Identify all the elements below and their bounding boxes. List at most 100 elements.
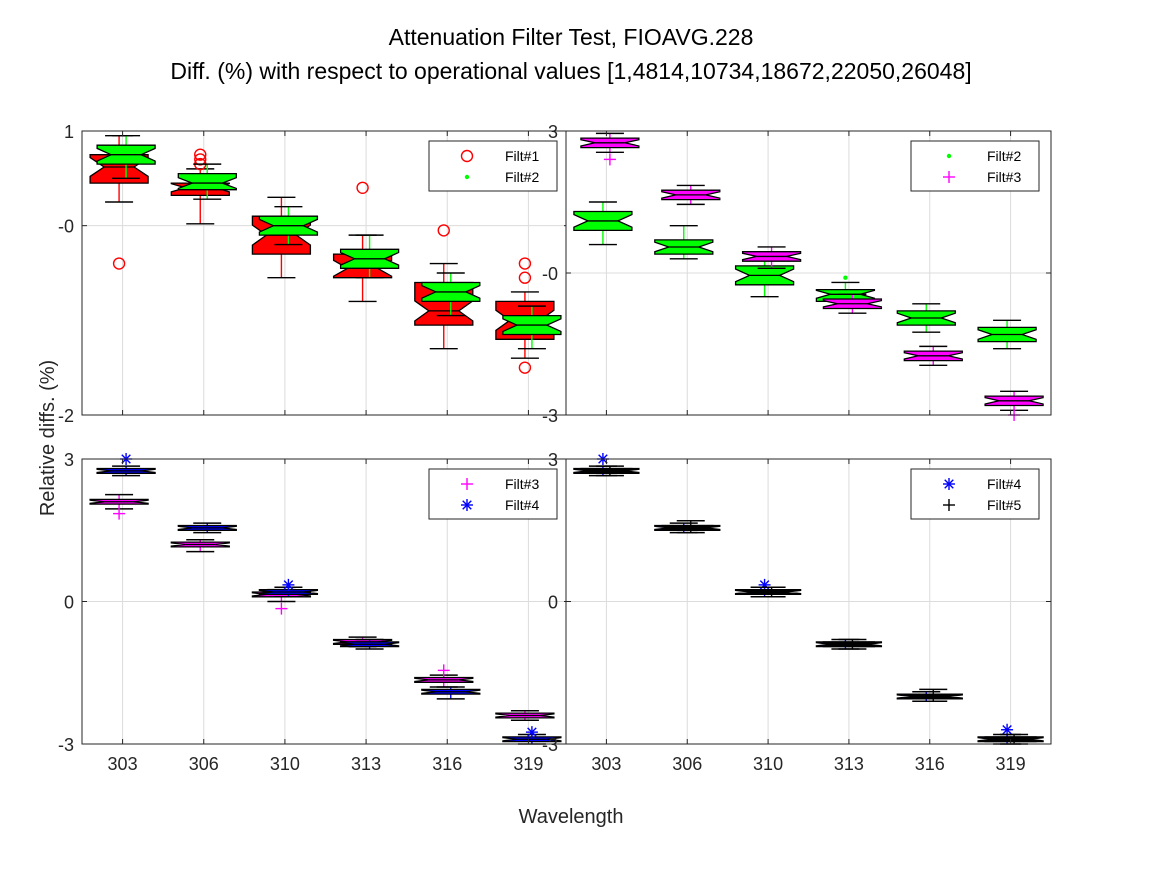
box-Filt#3-319 (495, 710, 555, 721)
legend-marker (461, 478, 473, 490)
box-Filt#2-303 (573, 201, 633, 246)
outlier-marker (112, 257, 126, 270)
x-tick-label: 306 (672, 754, 702, 774)
outlier-marker (525, 726, 538, 739)
y-axis-label: Relative diffs. (%) (37, 360, 59, 516)
x-tick-label: 310 (753, 754, 783, 774)
box-Filt#3-306 (170, 539, 230, 553)
outlier-marker (113, 507, 126, 520)
outlier-marker (194, 153, 207, 166)
legend-box (910, 468, 1040, 520)
series-Filt#5 (580, 465, 1044, 745)
outlier-marker (518, 257, 532, 270)
box-Filt#2-316 (421, 272, 481, 317)
x-tick-label: 319 (513, 754, 543, 774)
outlier-marker (356, 181, 369, 195)
box-Filt#3-306 (661, 184, 721, 206)
outlier-marker (194, 148, 207, 161)
legend-box (428, 140, 558, 192)
box-Filt#2-319 (502, 305, 562, 350)
legend-label: Filt#2 (987, 148, 1021, 164)
y-tick-label: 3 (548, 122, 558, 142)
box-Filt#4-306 (177, 522, 237, 534)
box-Filt#2-310 (258, 206, 319, 246)
legend: Filt#4 Filt#5 (910, 468, 1040, 520)
x-tick-label: 313 (834, 754, 864, 774)
box-Filt#2-313 (339, 234, 400, 279)
x-tick-label: 303 (591, 754, 621, 774)
box-Filt#2-303 (96, 135, 156, 180)
box-Filt#2-306 (654, 224, 714, 260)
y-tick-label: -3 (542, 735, 558, 755)
x-tick-label: 310 (270, 754, 300, 774)
box-Filt#2-306 (177, 163, 237, 200)
x-axis-label: Wavelength (519, 806, 624, 828)
x-tick-label: 316 (915, 754, 945, 774)
legend-marker (943, 499, 955, 511)
box-Filt#5-310 (741, 586, 802, 598)
box-body (177, 172, 237, 191)
series-Filt#3 (580, 132, 1044, 421)
legend-marker (461, 499, 473, 511)
y-tick-label: -0 (58, 217, 74, 237)
x-tick-label: 319 (996, 754, 1026, 774)
box-Filt#4-316 (421, 686, 481, 700)
chart-title-line2: Diff. (%) with respect to operational va… (170, 58, 971, 84)
legend-marker (943, 171, 955, 183)
outlier-marker (437, 224, 450, 237)
panel-top-right: 3 -0 -3 Filt#2 Filt#3 (542, 122, 1052, 426)
outlier-marker (437, 664, 450, 677)
box-Filt#5-306 (661, 520, 721, 534)
box-Filt#2-316 (896, 303, 956, 333)
legend-label: Filt#4 (987, 476, 1021, 492)
outlier-marker (282, 578, 295, 591)
legend-marker (946, 153, 952, 159)
box-Filt#5-316 (903, 688, 963, 702)
outlier-marker (275, 602, 288, 615)
legend: Filt#1 Filt#2 (428, 140, 558, 192)
outlier-marker (843, 275, 848, 280)
series-Filt#4 (96, 453, 562, 745)
x-tick-label: 313 (351, 754, 381, 774)
box-Filt#2-319 (977, 319, 1037, 350)
legend-label: Filt#5 (987, 497, 1021, 513)
y-tick-label: 0 (548, 593, 558, 613)
legend-label: Filt#2 (505, 169, 539, 185)
box-Filt#4-313 (339, 638, 400, 650)
box-Filt#3-319 (984, 390, 1044, 421)
box-Filt#4-303 (96, 453, 156, 477)
legend: Filt#3 Filt#4 (428, 468, 558, 520)
y-tick-label: -2 (58, 406, 74, 426)
y-tick-label: -3 (58, 735, 74, 755)
box-Filt#5-313 (822, 638, 883, 650)
legend-marker (943, 478, 955, 490)
legend-marker (464, 174, 470, 180)
y-tick-label: 0 (64, 593, 74, 613)
y-tick-label: 1 (64, 122, 74, 142)
chart-title-line1: Attenuation Filter Test, FIOAVG.228 (389, 24, 754, 50)
y-tick-label: 3 (548, 450, 558, 470)
y-tick-label: -3 (542, 406, 558, 426)
box-Filt#3-310 (741, 246, 802, 269)
box-Filt#3-303 (89, 493, 149, 520)
legend-label: Filt#4 (505, 497, 539, 513)
x-tick-label: 306 (189, 754, 219, 774)
outlier-marker (603, 153, 616, 166)
box-Filt#3-316 (414, 664, 474, 688)
outlier-marker (1001, 723, 1014, 736)
series-Filt#2 (96, 135, 562, 350)
legend-label: Filt#3 (987, 169, 1021, 185)
box-Filt#3-313 (822, 293, 883, 314)
legend-box (910, 140, 1040, 192)
box-Filt#4-310 (258, 578, 319, 598)
legend-label: Filt#1 (505, 148, 539, 164)
box-Filt#5-303 (580, 465, 640, 477)
x-tick-label: 303 (108, 754, 138, 774)
legend-box (428, 468, 558, 520)
legend: Filt#2 Filt#3 (910, 140, 1040, 192)
outlier-marker (518, 361, 532, 374)
box-Filt#4-319 (502, 726, 562, 745)
legend-label: Filt#3 (505, 476, 539, 492)
panel-top-left: 1 -0 -2 Filt#1 Filt#2 (58, 122, 570, 426)
